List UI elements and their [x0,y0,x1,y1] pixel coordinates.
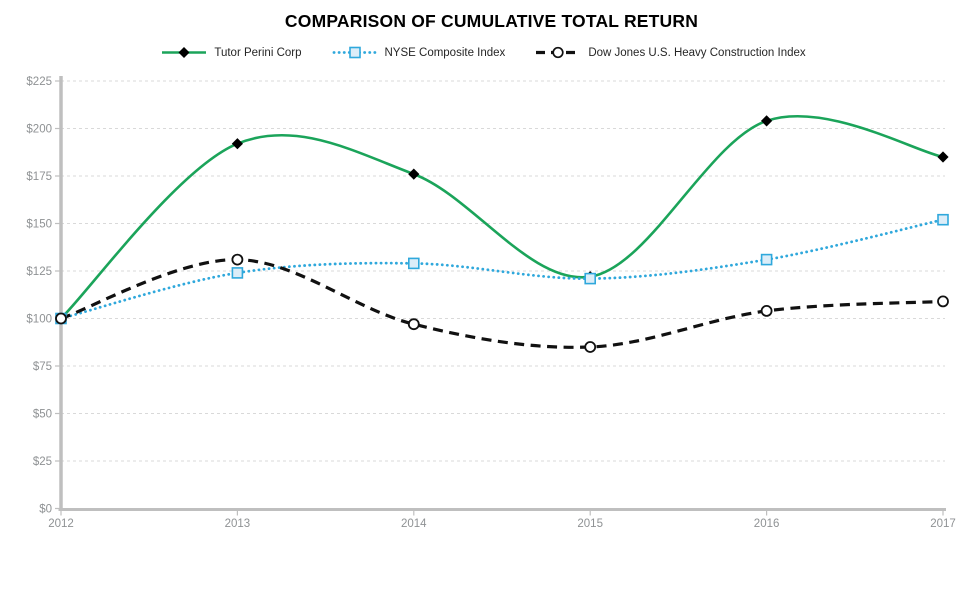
marker-circle-dow-jones-u-s-heavy-construction-index [760,304,773,317]
marker-diamond-tutor-perini-corp [761,115,773,127]
legend-item-tutor-perini: Tutor Perini Corp [161,46,302,59]
legend-label-nyse-composite: NYSE Composite Index [384,46,506,59]
y-axis-label: $75 [33,361,52,373]
marker-circle-dow-jones-u-s-heavy-construction-index [55,312,67,325]
marker-circle-dow-jones-u-s-heavy-construction-index [407,318,420,331]
x-axis-label: 2016 [754,518,780,530]
y-axis-label: $150 [26,219,52,231]
legend-label-dow-jones-heavy-construction: Dow Jones U.S. Heavy Construction Index [588,46,806,59]
x-axis-label: 2014 [401,518,427,530]
chart-legend: Tutor Perini Corp NYSE Composite Index D… [0,46,967,59]
dashed-line-circle-marker-icon [536,46,581,59]
x-axis-label: 2013 [225,518,251,530]
series-line-nyse-composite-index [59,218,945,320]
legend-item-dow-jones-heavy-construction: Dow Jones U.S. Heavy Construction Index [535,46,806,59]
marker-circle-dow-jones-u-s-heavy-construction-index [937,295,949,308]
x-axis-label: 2017 [930,518,956,530]
series-line-tutor-perini-corp [60,115,944,320]
marker-circle-dow-jones-u-s-heavy-construction-index [584,341,597,353]
marker-diamond-tutor-perini-corp [937,151,949,163]
chart-title: COMPARISON OF CUMULATIVE TOTAL RETURN [284,11,699,31]
y-axis-label: $100 [26,314,52,326]
y-axis-label: $175 [26,171,52,183]
dotted-line-square-marker-icon [332,46,377,59]
marker-square-nyse-composite-index [937,213,949,226]
y-axis-label: $0 [39,504,52,516]
solid-line-diamond-marker-icon [162,47,207,58]
legend-item-nyse-composite: NYSE Composite Index [332,46,506,59]
marker-diamond-tutor-perini-corp [408,168,420,180]
marker-circle-dow-jones-u-s-heavy-construction-index [231,253,244,266]
y-axis-label: $25 [33,456,52,468]
x-axis-label: 2012 [48,518,74,530]
marker-square-nyse-composite-index [231,267,244,279]
marker-diamond-tutor-perini-corp [231,138,243,150]
marker-square-nyse-composite-index [760,253,773,266]
y-axis-label: $225 [26,76,52,88]
legend-label-tutor-perini: Tutor Perini Corp [214,46,302,59]
y-axis-label: $50 [33,409,52,421]
y-axis-label: $125 [26,266,52,278]
marker-square-nyse-composite-index [584,272,597,285]
x-axis-label: 2015 [577,518,603,530]
series-line-dow-jones-u-s-heavy-construction-index [60,257,944,349]
y-axis-label: $200 [26,124,52,136]
marker-square-nyse-composite-index [407,257,420,270]
